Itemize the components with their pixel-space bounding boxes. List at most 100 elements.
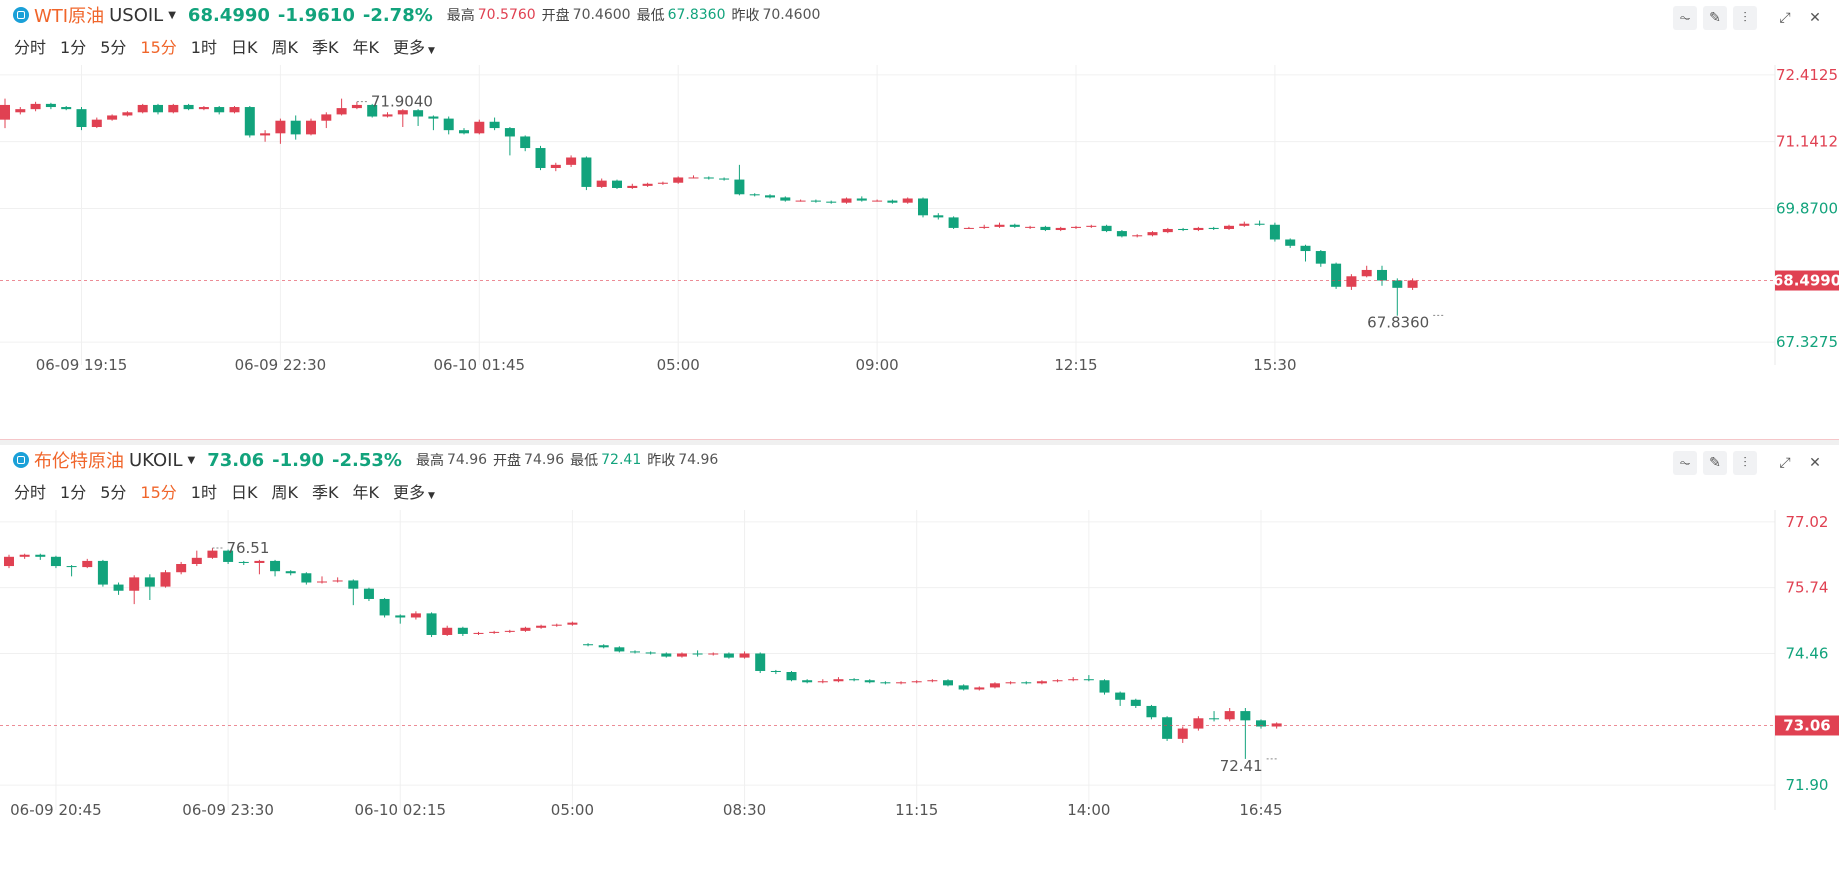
x-tick-label: 06-09 23:30 (182, 801, 274, 819)
y-tick-label: 69.8700 (1776, 199, 1838, 217)
x-tick-label: 06-09 22:30 (235, 356, 327, 374)
candle (1130, 699, 1141, 706)
candle (428, 116, 439, 119)
candle (45, 103, 56, 108)
candle (97, 560, 108, 585)
candle (317, 581, 327, 583)
symbol-code[interactable]: USOIL (109, 4, 164, 26)
candle (657, 182, 668, 184)
candle (1021, 682, 1032, 684)
candle (351, 104, 362, 109)
stat-low-value: 67.8360 (667, 7, 726, 23)
candle (504, 128, 515, 137)
expand-icon[interactable]: ⤢ (1779, 455, 1791, 471)
indicator-icon[interactable]: ⏦ (1673, 451, 1697, 475)
candle (410, 613, 421, 618)
timeframe-tab-active[interactable]: 15分 (140, 38, 177, 57)
candle (137, 104, 148, 113)
candle (627, 185, 638, 188)
stat-high-value: 74.96 (446, 452, 488, 468)
draw-icon[interactable]: ✎ (1703, 451, 1727, 475)
candle (567, 622, 578, 625)
chart-toolbar: ⏦ ✎ ⫶ ⤢ ✕ (1667, 6, 1827, 30)
candle (770, 670, 781, 672)
x-tick-label: 06-10 02:15 (354, 801, 446, 819)
symbol-code[interactable]: UKOIL (129, 449, 183, 471)
timeframe-tab[interactable]: 年K (352, 483, 379, 502)
candle (1086, 225, 1097, 227)
candle (1052, 680, 1063, 682)
more-chevron-down-icon: ▼ (427, 46, 435, 56)
symbol-name[interactable]: WTI原油 (34, 6, 105, 27)
candle (1162, 717, 1173, 739)
candle (1146, 705, 1157, 718)
symbol-logo-icon (13, 452, 29, 468)
timeframe-tab[interactable]: 日K (230, 483, 258, 502)
candle (1256, 720, 1266, 727)
more-timeframes-button[interactable]: 更多 ▼ (393, 479, 435, 503)
x-tick-label: 14:00 (1067, 801, 1110, 819)
timeframe-tab[interactable]: 年K (352, 38, 379, 57)
timeframe-tab[interactable]: 1分 (60, 483, 87, 502)
more-timeframes-button[interactable]: 更多 ▼ (393, 34, 435, 58)
candle (673, 177, 684, 183)
symbol-dropdown-chevron-icon[interactable]: ▼ (168, 9, 176, 21)
candle (321, 114, 332, 121)
candle (379, 598, 390, 616)
candle (1025, 226, 1036, 228)
close-icon[interactable]: ✕ (1809, 10, 1821, 26)
candle (918, 198, 928, 216)
candle (382, 114, 393, 117)
candle (183, 104, 194, 110)
timeframe-tab-active[interactable]: 15分 (140, 483, 177, 502)
timeframe-tab[interactable]: 分时 (14, 483, 47, 502)
candle (810, 200, 821, 202)
symbol-name[interactable]: 布伦特原油 (34, 451, 124, 472)
candle (692, 653, 703, 655)
candle (1269, 224, 1280, 240)
candle (214, 107, 225, 113)
y-tick-label: 75.74 (1786, 579, 1829, 597)
candle (880, 682, 891, 684)
timeframe-tab[interactable]: 5分 (100, 483, 127, 502)
candle (1193, 227, 1204, 231)
draw-icon[interactable]: ✎ (1703, 6, 1727, 30)
panel-divider[interactable] (0, 439, 1839, 445)
timeframe-tab[interactable]: 5分 (100, 38, 127, 57)
timeframe-tab[interactable]: 分时 (14, 38, 47, 57)
candlestick-chart[interactable]: 73.06 77.02 75.74 74.46 71.90 06-09 20:45 06-0… (0, 510, 1839, 885)
expand-icon[interactable]: ⤢ (1779, 10, 1791, 26)
timeframe-tab[interactable]: 周K (271, 38, 298, 57)
last-price-label: 68.4990 (1773, 272, 1839, 290)
candle-style-icon[interactable]: ⫶ (1733, 451, 1757, 475)
candle (1224, 225, 1234, 229)
timeframe-tab[interactable]: 季K (311, 38, 339, 57)
candle (933, 215, 944, 218)
candle (1005, 682, 1016, 684)
candle (708, 653, 719, 655)
candle (290, 120, 301, 135)
indicator-icon[interactable]: ⏦ (1673, 6, 1697, 30)
candle (849, 679, 860, 681)
timeframe-tab[interactable]: 季K (311, 483, 339, 502)
candle (614, 647, 625, 652)
candle (229, 107, 240, 113)
candle (144, 577, 155, 587)
candlestick-chart[interactable]: 68.4990 72.4125 71.1412 69.8700 67.3275 06-09… (0, 65, 1839, 440)
candle (504, 630, 515, 632)
candle (1116, 231, 1127, 237)
candle (395, 615, 406, 618)
last-price-badge (1775, 270, 1839, 291)
symbol-dropdown-chevron-icon[interactable]: ▼ (187, 454, 196, 466)
timeframe-tab[interactable]: 1时 (190, 38, 217, 57)
stat-high-value: 70.5760 (477, 7, 536, 23)
candle-style-icon[interactable]: ⫶ (1733, 6, 1757, 30)
timeframe-tab[interactable]: 周K (271, 483, 298, 502)
candle (442, 627, 453, 635)
close-icon[interactable]: ✕ (1809, 455, 1821, 471)
candle (994, 224, 1005, 227)
timeframe-tab[interactable]: 1时 (190, 483, 217, 502)
timeframe-tab[interactable]: 1分 (60, 38, 87, 57)
timeframe-tab[interactable]: 日K (230, 38, 258, 57)
candle (1115, 692, 1126, 700)
